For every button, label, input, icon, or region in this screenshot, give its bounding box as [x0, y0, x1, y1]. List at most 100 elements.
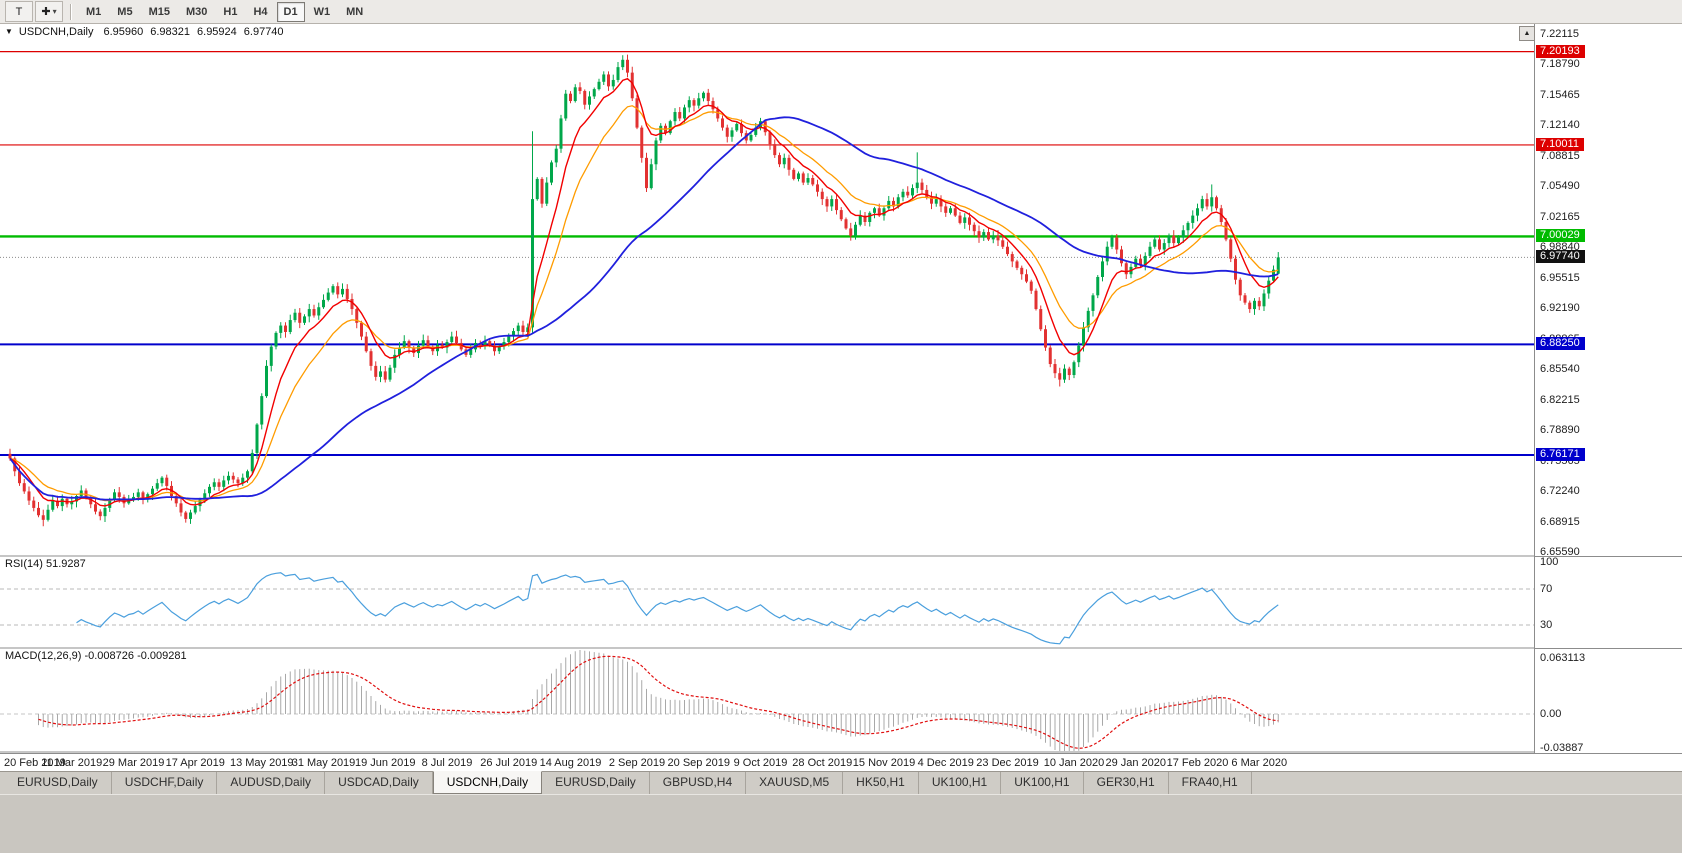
timeframe-button-M30[interactable]: M30 — [185, 5, 208, 18]
chart-tab-GER30-H1[interactable]: GER30,H1 — [1084, 772, 1169, 794]
price-tick: 7.05490 — [1540, 180, 1580, 193]
date-label: 13 May 2019 — [229, 757, 294, 769]
date-label: 26 Jul 2019 — [480, 757, 538, 769]
date-label: 9 Oct 2019 — [733, 757, 788, 769]
chart-tab-EURUSD-Daily[interactable]: EURUSD,Daily — [542, 772, 650, 794]
chart-tab-USDCAD-Daily[interactable]: USDCAD,Daily — [325, 772, 433, 794]
level-price-label: 7.20193 — [1536, 44, 1585, 58]
rsi-label: RSI(14) 51.9287 — [5, 558, 86, 570]
price-tick: 6.65590 — [1540, 546, 1580, 558]
chart-tab-EURUSD-Daily[interactable]: EURUSD,Daily — [4, 772, 112, 794]
level-price-label: 6.76171 — [1536, 448, 1585, 462]
date-label: 14 Aug 2019 — [539, 757, 602, 769]
text-tool-button[interactable]: T — [5, 1, 33, 22]
scroll-up-button[interactable]: ▲ — [1519, 26, 1535, 41]
date-label: 10 Jan 2020 — [1043, 757, 1105, 769]
price-tick: 7.18790 — [1540, 58, 1580, 71]
ohlc-close: 6.97740 — [243, 25, 284, 38]
date-label: 19 Jun 2019 — [354, 757, 416, 769]
chart-tab-USDCHF-Daily[interactable]: USDCHF,Daily — [112, 772, 218, 794]
date-label: 29 Mar 2019 — [102, 757, 165, 769]
timeframe-button-D1[interactable]: D1 — [276, 1, 305, 22]
price-tick: 7.15465 — [1540, 88, 1580, 101]
macd-axis-tick: 0.00 — [1540, 708, 1562, 720]
text-tool-icon: T — [15, 5, 23, 18]
chart-tab-USDCNH-Daily[interactable]: USDCNH,Daily — [432, 771, 543, 794]
macd-label: MACD(12,26,9) -0.008726 -0.009281 — [5, 650, 187, 662]
ma-blue-line — [9, 116, 1279, 501]
timeframe-button-M5[interactable]: M5 — [117, 5, 133, 18]
price-axis[interactable]: 7.22115 7.18790 7.15465 7.12140 7.08815 7.054… — [1534, 24, 1682, 755]
price-tick: 6.98840 — [1540, 241, 1580, 254]
toolbar: T ✚ ▾ M1 M5 M15 M30 H1 H4 D1 W1 MN — [0, 0, 1682, 24]
date-label: 23 Dec 2019 — [976, 757, 1039, 769]
price-tick: 6.92190 — [1540, 302, 1580, 315]
one-click-trading-arrow[interactable]: ▼ — [5, 27, 13, 36]
date-label: 28 Oct 2019 — [792, 757, 853, 769]
macd-axis-tick: 0.063113 — [1540, 652, 1586, 665]
date-axis[interactable]: 20 Feb 2019 11 Mar 2019 29 Mar 2019 17 Apr … — [0, 753, 1682, 772]
price-chart-canvas[interactable]: RSI(14) 51.9287 MACD(12,26,9) -0.008726 -… — [0, 39, 1534, 753]
chart-tabs-bar: EURUSD,Daily USDCHF,Daily AUDUSD,Daily USDC… — [0, 771, 1682, 794]
ohlc-low: 6.95924 — [197, 25, 237, 38]
price-tick: 6.85540 — [1540, 363, 1580, 376]
chart-tab-HK50-H1[interactable]: HK50,H1 — [843, 772, 919, 794]
macd-signal-line — [38, 655, 1279, 749]
axis-panel-separator — [1535, 556, 1682, 557]
date-label: 17 Feb 2020 — [1166, 757, 1229, 769]
chart-header: ▼ USDCNH,Daily 6.95960 6.98321 6.95924 6… — [0, 24, 1534, 40]
chart-tab-UK100-H1[interactable]: UK100,H1 — [919, 772, 1002, 794]
level-price-label: 7.00029 — [1536, 229, 1585, 243]
rsi-axis-tick: 70 — [1540, 583, 1553, 595]
date-label: 8 Jul 2019 — [421, 757, 473, 769]
date-label: 2 Sep 2019 — [608, 757, 666, 769]
date-label: 11 Mar 2019 — [41, 757, 103, 769]
price-tick: 6.95515 — [1540, 271, 1580, 284]
chart-tab-FRA40-H1[interactable]: FRA40,H1 — [1169, 772, 1252, 794]
dropdown-arrow-icon: ▾ — [52, 7, 57, 16]
chart-tab-AUDUSD-Daily[interactable]: AUDUSD,Daily — [217, 772, 326, 794]
price-tick: 7.08815 — [1540, 149, 1580, 162]
chart-tab-GBPUSD-H4[interactable]: GBPUSD,H4 — [650, 772, 747, 794]
timeframe-button-W1[interactable]: W1 — [313, 5, 331, 18]
price-tick: 6.72240 — [1540, 485, 1580, 498]
status-bar — [0, 794, 1682, 853]
timeframe-button-M15[interactable]: M15 — [148, 5, 170, 18]
date-label: 29 Jan 2020 — [1105, 757, 1167, 769]
current-price-label: 6.97740 — [1536, 250, 1585, 264]
ohlc-open: 6.95960 — [103, 25, 144, 38]
date-label: 15 Nov 2019 — [852, 757, 916, 769]
date-label: 31 May 2019 — [291, 757, 356, 769]
timeframe-button-H1[interactable]: H1 — [223, 5, 238, 18]
price-tick: 6.82215 — [1540, 393, 1580, 406]
timeframe-button-MN[interactable]: MN — [346, 5, 364, 18]
rsi-axis-tick: 30 — [1540, 619, 1553, 631]
toolbar-separator — [70, 3, 72, 20]
date-label: 20 Sep 2019 — [667, 757, 730, 769]
date-label: 17 Apr 2019 — [165, 757, 225, 769]
chart-background — [0, 39, 1534, 753]
date-label: 6 Mar 2020 — [1231, 757, 1288, 769]
level-price-label: 6.88250 — [1536, 337, 1585, 351]
horizontal-level-lines[interactable] — [0, 51, 1534, 457]
macd-axis-tick: -0.03887 — [1540, 742, 1584, 755]
price-tick: 6.68915 — [1540, 515, 1580, 528]
ohlc-high: 6.98321 — [150, 25, 191, 38]
timeframe-buttons: M1 M5 M15 M30 H1 H4 D1 W1 MN — [78, 1, 371, 22]
timeframe-button-M1[interactable]: M1 — [86, 5, 102, 18]
macd-histogram — [38, 650, 1279, 751]
price-tick: 7.22115 — [1540, 28, 1579, 40]
date-label: 20 Feb 2019 — [4, 757, 66, 769]
timeframe-button-H4[interactable]: H4 — [253, 5, 268, 18]
rsi-axis-tick: 100 — [1540, 556, 1559, 568]
rsi-line — [76, 572, 1279, 645]
chart-symbol-label: USDCNH,Daily — [18, 25, 94, 38]
chart-tab-UK100-H1[interactable]: UK100,H1 — [1001, 772, 1084, 794]
date-label: 4 Dec 2019 — [917, 757, 974, 769]
price-tick: 6.78890 — [1540, 424, 1580, 437]
axis-panel-separator — [1535, 648, 1682, 649]
crosshair-tool-button[interactable]: ✚ ▾ — [35, 1, 63, 22]
chart-tab-XAUUSD-M5[interactable]: XAUUSD,M5 — [746, 772, 844, 794]
level-price-label: 7.10011 — [1536, 137, 1584, 151]
